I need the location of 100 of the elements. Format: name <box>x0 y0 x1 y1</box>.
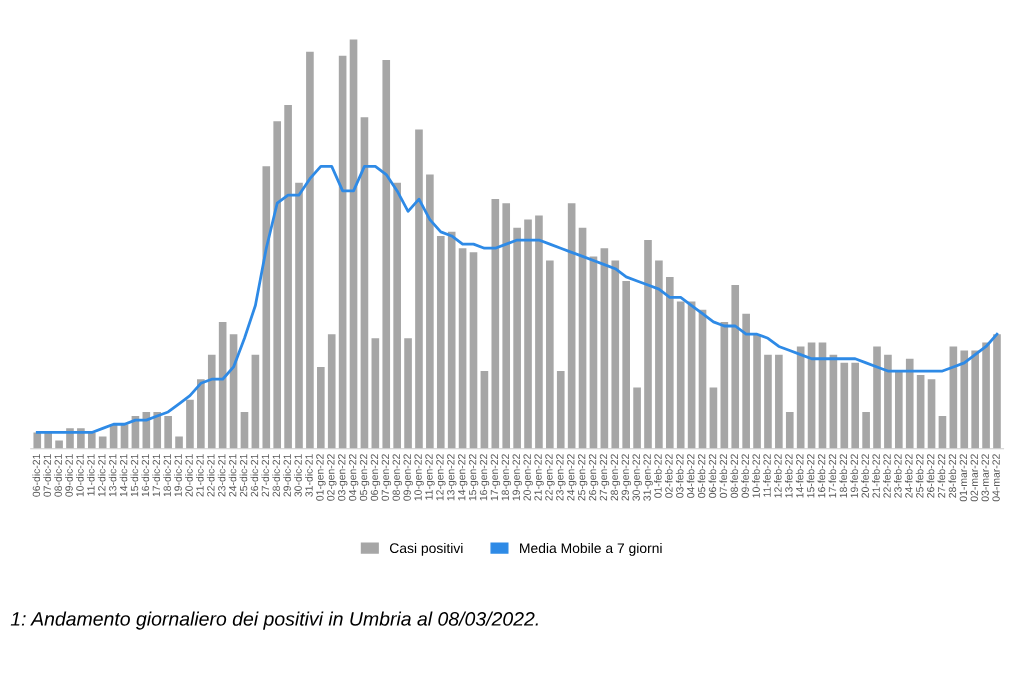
bar <box>436 235 445 449</box>
bar <box>676 301 685 449</box>
bar <box>502 203 511 449</box>
x-tick-label: 06-dic-21 <box>32 454 41 497</box>
x-tick-label: 24-feb-22 <box>904 454 913 498</box>
bar <box>327 334 336 449</box>
bar <box>262 166 271 449</box>
x-tick-label: 02-gen-22 <box>327 454 337 501</box>
x-tick-label: 16-gen-22 <box>479 454 490 501</box>
bar <box>55 440 63 449</box>
bar <box>600 248 609 449</box>
bar <box>655 260 663 449</box>
bar <box>927 379 936 449</box>
x-tick-label: 31-gen-22 <box>643 454 653 501</box>
bar <box>338 55 347 449</box>
x-tick-label: 26-dic-21 <box>250 454 259 497</box>
x-tick-label: 21-dic-21 <box>196 454 204 497</box>
x-tick-label: 11-feb-22 <box>763 454 771 497</box>
x-tick-label: 11-gen-22 <box>425 454 435 500</box>
x-tick-label: 16-feb-22 <box>817 454 826 498</box>
bar <box>546 260 554 449</box>
x-tick-label: 17-gen-22 <box>490 454 501 501</box>
bar <box>971 350 979 449</box>
x-tick-label: 19-gen-22 <box>512 454 522 501</box>
x-tick-label: 18-dic-21 <box>163 454 171 497</box>
x-tick-label: 24-gen-22 <box>567 454 577 501</box>
bar <box>415 129 423 449</box>
x-tick-label: 27-dic-21 <box>261 454 270 497</box>
bar <box>458 248 467 449</box>
bar <box>556 371 565 449</box>
bar <box>840 362 849 449</box>
x-tick-label: 15-dic-21 <box>130 454 139 497</box>
x-tick-label: 24-dic-21 <box>228 454 237 497</box>
bar <box>905 358 914 449</box>
bar <box>665 276 674 449</box>
x-tick-label: 19-dic-21 <box>174 454 182 497</box>
x-tick-label: 10-gen-22 <box>414 454 424 501</box>
x-tick-label: 04-gen-22 <box>348 454 359 501</box>
bar <box>785 411 794 449</box>
x-tick-label: 18-feb-22 <box>839 454 848 498</box>
x-tick-label: 30-dic-21 <box>294 454 302 497</box>
x-tick-label: 12-gen-22 <box>436 454 446 501</box>
bar <box>480 371 489 449</box>
x-tick-label: 01-feb-22 <box>654 454 662 498</box>
x-tick-label: 16-dic-21 <box>141 454 150 497</box>
bar <box>491 199 500 449</box>
x-tick-label: 08-gen-22 <box>392 454 403 501</box>
bar <box>524 219 532 449</box>
x-tick-label: 12-feb-22 <box>774 454 782 498</box>
x-tick-label: 19-feb-22 <box>850 454 858 498</box>
bar <box>317 366 325 449</box>
x-tick-label: 28-dic-21 <box>272 454 280 497</box>
x-tick-label: 17-dic-21 <box>152 454 161 497</box>
bar <box>535 215 543 449</box>
x-tick-label: 02-mar-22 <box>970 454 978 502</box>
bar <box>938 416 947 449</box>
x-tick-label: 23-dic-21 <box>217 454 226 497</box>
x-tick-label: 04-mar-22 <box>992 454 1000 502</box>
x-tick-label: 01-gen-22 <box>316 454 326 501</box>
x-tick-label: 23-feb-22 <box>893 454 902 498</box>
bar <box>207 354 216 449</box>
x-tick-label: 14-gen-22 <box>458 454 468 501</box>
bar <box>87 432 96 449</box>
bar <box>284 104 292 449</box>
bar <box>175 436 183 449</box>
bar <box>982 342 990 449</box>
bar <box>916 375 925 449</box>
x-tick-label: 27-gen-22 <box>599 454 610 501</box>
x-tick-label: 02-feb-22 <box>664 454 673 498</box>
x-tick-label: 26-feb-22 <box>926 454 935 498</box>
x-tick-label: 13-dic-21 <box>108 454 117 497</box>
x-tick-label: 12-dic-21 <box>97 454 106 497</box>
x-tick-label: 30-gen-22 <box>632 454 642 501</box>
x-tick-label: 20-dic-21 <box>185 454 193 497</box>
x-tick-label: 07-gen-22 <box>381 454 392 501</box>
bar <box>862 411 870 449</box>
bar <box>33 432 42 449</box>
x-tick-label: 21-gen-22 <box>534 454 544 501</box>
bar <box>197 379 205 449</box>
bar <box>164 416 172 449</box>
bar <box>382 59 391 449</box>
bar <box>873 346 881 449</box>
x-tick-label: 22-feb-22 <box>883 454 891 498</box>
x-tick-label: 25-feb-22 <box>915 454 924 498</box>
x-tick-label: 03-gen-22 <box>338 454 348 501</box>
bar <box>578 227 587 449</box>
bar <box>240 411 249 449</box>
bar <box>360 117 369 449</box>
bar <box>98 436 107 449</box>
bar <box>567 203 576 449</box>
bar <box>273 121 282 449</box>
bar <box>731 285 740 449</box>
bar <box>295 182 303 449</box>
x-tick-label: 13-feb-22 <box>784 454 793 498</box>
x-tick-label: 15-gen-22 <box>468 454 479 501</box>
x-tick-label: 09-gen-22 <box>403 454 413 501</box>
bar <box>611 260 620 449</box>
x-tick-label: 07-dic-21 <box>43 454 51 497</box>
x-tick-label: 01-mar-22 <box>959 454 968 502</box>
x-tick-label: 25-dic-21 <box>239 454 248 497</box>
